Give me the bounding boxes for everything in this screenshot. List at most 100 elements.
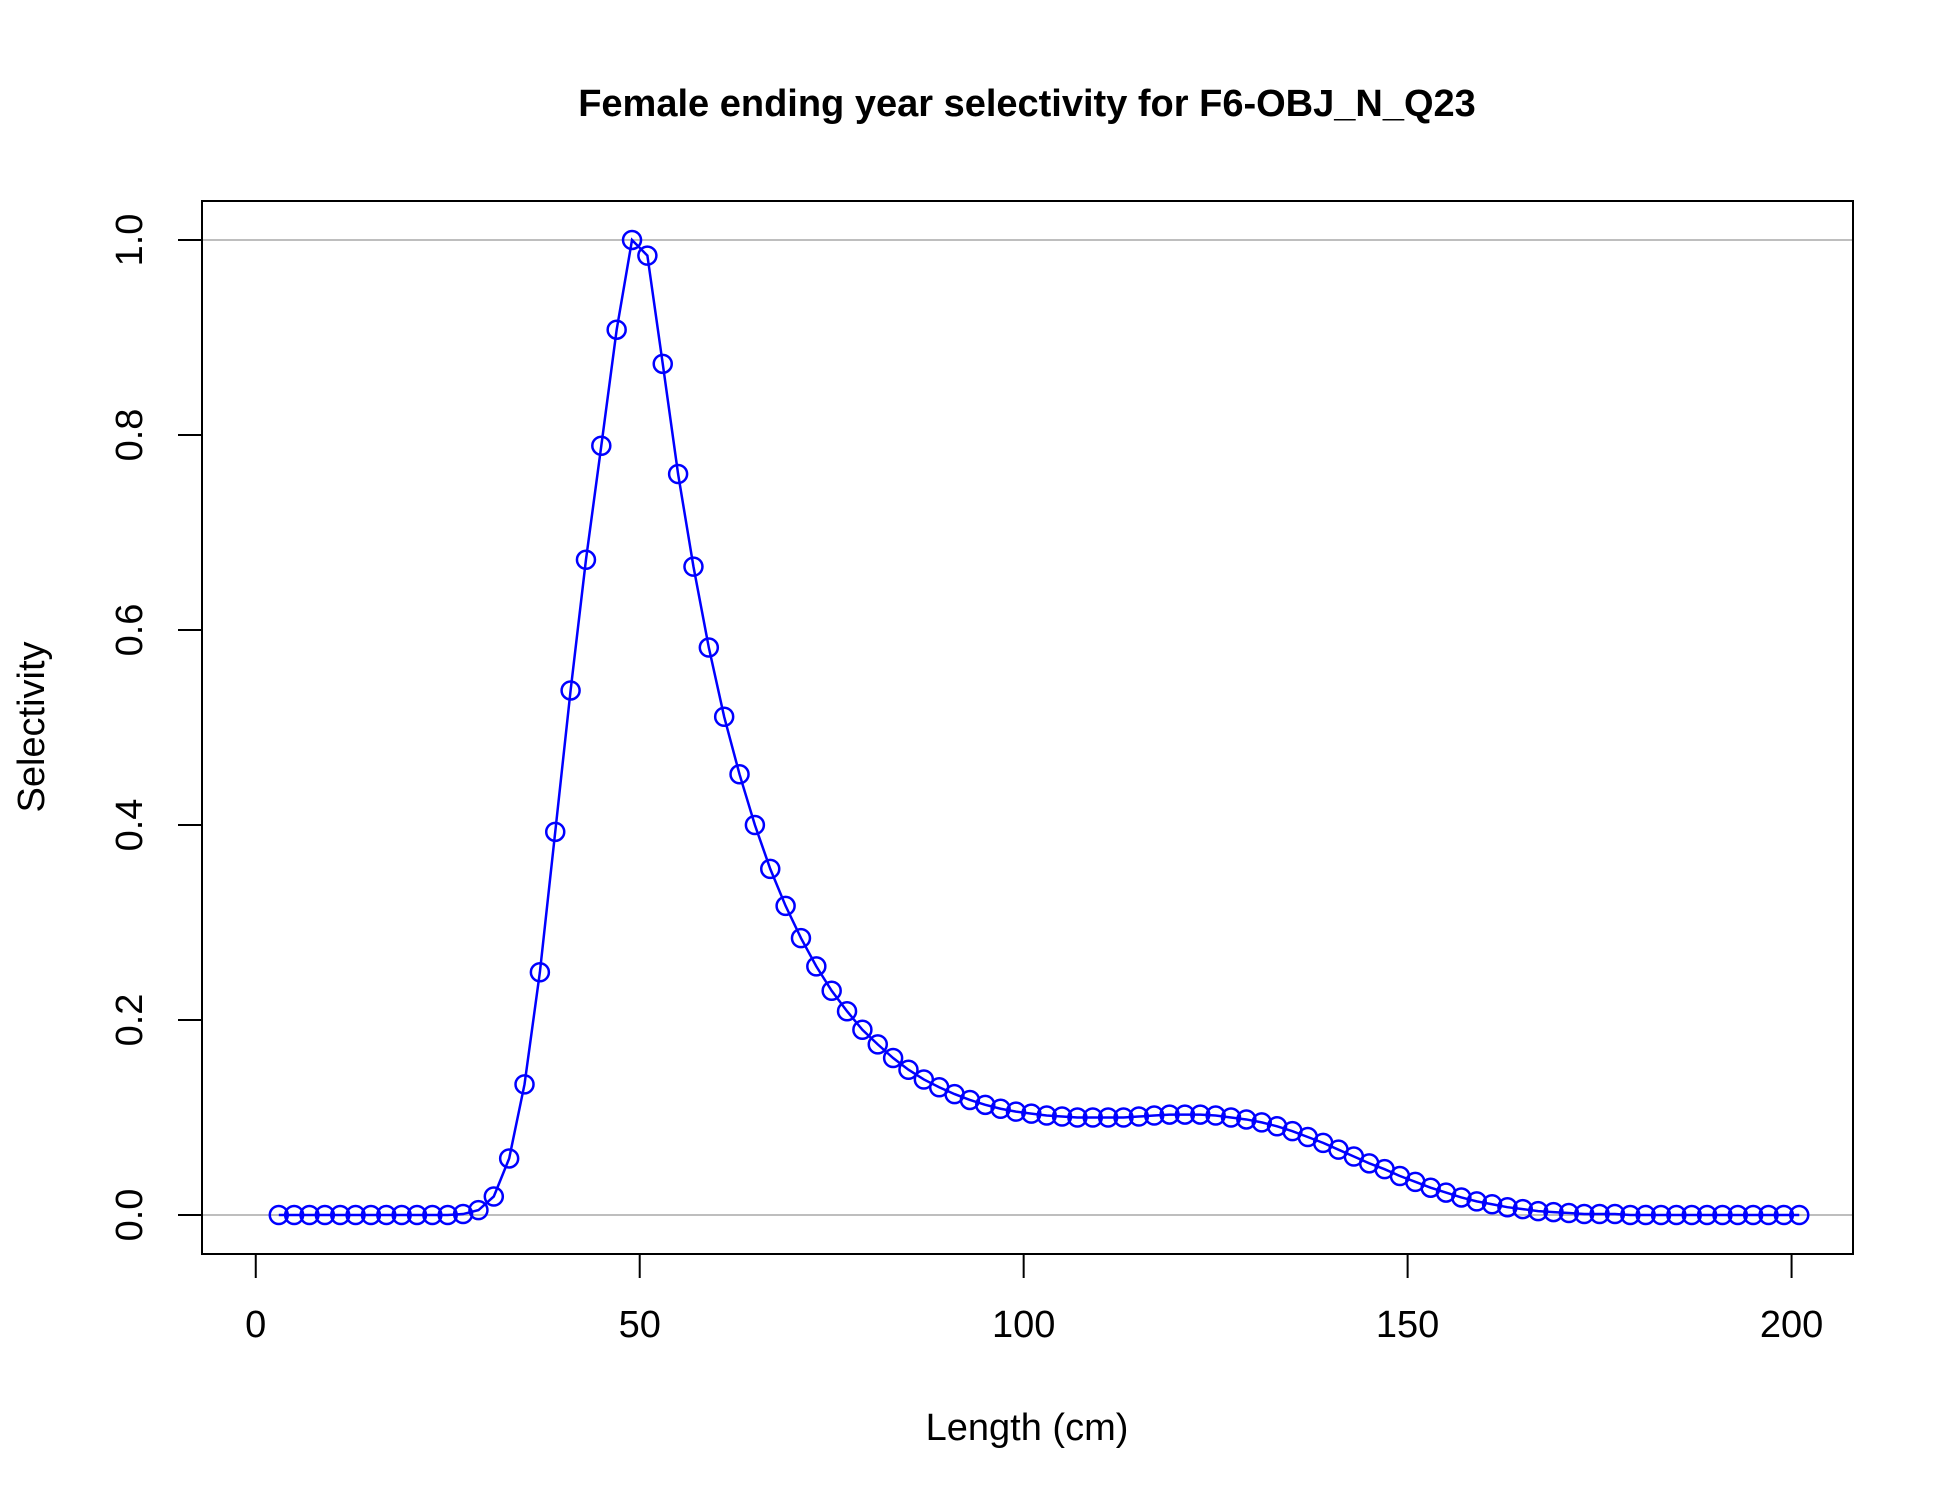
data-point (836, 1000, 858, 1022)
y-tick-label: 0.0 (109, 1189, 151, 1242)
data-point (1451, 1187, 1472, 1208)
data-point (1773, 1204, 1795, 1226)
data-point (1727, 1204, 1749, 1226)
data-point (422, 1204, 443, 1226)
data-point (775, 895, 796, 917)
data-point (529, 961, 551, 983)
y-tick-label: 0.4 (109, 799, 151, 852)
y-axis-title: Selectivity (11, 641, 53, 812)
data-point (1082, 1107, 1104, 1128)
data-point (867, 1034, 889, 1055)
data-point (652, 353, 673, 375)
data-point (1021, 1103, 1042, 1124)
data-point (1205, 1105, 1226, 1126)
data-point (852, 1019, 873, 1040)
data-point (560, 680, 581, 701)
data-point (1497, 1196, 1518, 1218)
data-point (283, 1204, 305, 1226)
data-point (575, 549, 597, 571)
data-point (1573, 1203, 1595, 1225)
data-point (1220, 1107, 1242, 1128)
data-point (360, 1204, 382, 1226)
data-point (437, 1204, 458, 1226)
data-point (329, 1204, 351, 1226)
data-point (1051, 1106, 1073, 1127)
data-point (376, 1204, 397, 1226)
data-point (314, 1204, 336, 1226)
data-point (1742, 1204, 1764, 1226)
plot-frame (201, 200, 1854, 1255)
data-point (1788, 1204, 1810, 1226)
data-point (1466, 1191, 1487, 1212)
data-point (1113, 1107, 1134, 1128)
data-point (1236, 1109, 1257, 1130)
data-point (1712, 1204, 1733, 1226)
x-tick-label: 150 (1376, 1304, 1439, 1346)
data-point (514, 1074, 535, 1095)
data-point (667, 463, 689, 485)
data-point (1159, 1104, 1180, 1125)
x-tick-label: 100 (992, 1304, 1055, 1346)
data-point (544, 821, 566, 843)
data-point (744, 814, 766, 836)
data-point (1696, 1204, 1718, 1226)
data-point (882, 1047, 904, 1069)
data-point (468, 1199, 489, 1221)
data-point (713, 706, 735, 728)
data-point (637, 245, 658, 266)
data-point (391, 1204, 412, 1226)
data-point (760, 858, 781, 880)
data-point (498, 1148, 520, 1169)
x-tick-label: 200 (1760, 1304, 1823, 1346)
data-point (1481, 1194, 1503, 1215)
data-point (1097, 1107, 1119, 1128)
x-axis: 0 50 100 150 200 (245, 1253, 1823, 1346)
data-point (683, 556, 704, 577)
data-point (1635, 1204, 1656, 1226)
data-point (698, 637, 720, 658)
data-point (898, 1059, 919, 1080)
x-tick-label: 50 (619, 1304, 661, 1346)
data-point (591, 435, 612, 456)
data-point (1604, 1203, 1626, 1225)
data-point (1666, 1204, 1687, 1226)
x-tick-label: 0 (245, 1304, 266, 1346)
series-layer (268, 229, 1810, 1226)
data-point (406, 1204, 428, 1226)
data-point (1067, 1107, 1088, 1128)
data-point (621, 229, 643, 251)
y-tick-label: 0.2 (109, 994, 151, 1047)
y-tick-label: 0.6 (109, 604, 151, 657)
data-point (1251, 1112, 1272, 1133)
data-point (1143, 1105, 1165, 1126)
data-point (1681, 1204, 1702, 1226)
y-axis: 0.0 0.2 0.4 0.6 0.8 1.0 (109, 214, 203, 1242)
data-point (1174, 1104, 1196, 1125)
data-point (821, 980, 842, 1001)
data-point (1620, 1204, 1641, 1226)
data-point (1758, 1204, 1779, 1226)
data-point (452, 1203, 474, 1225)
data-point (990, 1098, 1011, 1119)
reference-lines (202, 239, 1853, 1216)
data-point (483, 1186, 505, 1207)
data-point (268, 1204, 290, 1226)
data-point (1650, 1204, 1672, 1226)
data-point (806, 956, 827, 977)
data-point (1589, 1203, 1610, 1225)
data-point (1005, 1101, 1027, 1122)
data-point (1543, 1201, 1564, 1223)
data-point (1512, 1198, 1534, 1220)
data-point (299, 1204, 320, 1226)
series-line (278, 237, 1800, 1217)
data-point (1558, 1202, 1580, 1224)
x-axis-title: Length (cm) (926, 1407, 1129, 1449)
y-tick-label: 1.0 (109, 214, 151, 267)
chart-title: Female ending year selectivity for F6-OB… (578, 83, 1476, 125)
data-point (1527, 1200, 1549, 1222)
data-point (1190, 1104, 1211, 1125)
data-point (975, 1094, 996, 1116)
data-point (606, 319, 627, 340)
data-point (790, 927, 812, 949)
